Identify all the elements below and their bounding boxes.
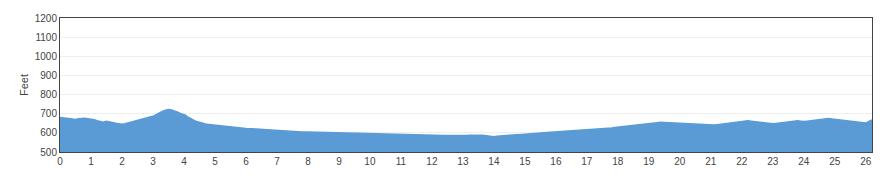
svg-text:9: 9 bbox=[336, 156, 342, 167]
svg-text:11: 11 bbox=[396, 156, 407, 167]
svg-text:16: 16 bbox=[550, 156, 562, 167]
svg-text:6: 6 bbox=[243, 156, 249, 167]
svg-text:800: 800 bbox=[40, 89, 57, 100]
svg-text:1200: 1200 bbox=[35, 13, 58, 24]
svg-text:3: 3 bbox=[150, 156, 156, 167]
svg-text:19: 19 bbox=[643, 156, 655, 167]
svg-text:22: 22 bbox=[736, 156, 748, 167]
svg-text:4: 4 bbox=[181, 156, 187, 167]
svg-text:1000: 1000 bbox=[35, 51, 58, 62]
svg-text:500: 500 bbox=[40, 147, 57, 158]
svg-text:25: 25 bbox=[829, 156, 841, 167]
svg-text:700: 700 bbox=[40, 108, 57, 119]
svg-text:23: 23 bbox=[767, 156, 779, 167]
svg-text:17: 17 bbox=[581, 156, 593, 167]
svg-text:0: 0 bbox=[57, 156, 63, 167]
svg-text:Feet: Feet bbox=[18, 74, 30, 96]
svg-text:10: 10 bbox=[364, 156, 376, 167]
svg-text:5: 5 bbox=[212, 156, 218, 167]
svg-text:13: 13 bbox=[457, 156, 469, 167]
svg-text:26: 26 bbox=[860, 156, 872, 167]
svg-text:12: 12 bbox=[426, 156, 438, 167]
svg-text:1100: 1100 bbox=[35, 32, 57, 43]
svg-text:20: 20 bbox=[674, 156, 686, 167]
svg-text:8: 8 bbox=[305, 156, 311, 167]
svg-text:18: 18 bbox=[612, 156, 624, 167]
svg-text:900: 900 bbox=[40, 70, 57, 81]
svg-text:600: 600 bbox=[40, 127, 57, 138]
svg-text:7: 7 bbox=[274, 156, 280, 167]
svg-text:21: 21 bbox=[705, 156, 717, 167]
svg-text:24: 24 bbox=[798, 156, 810, 167]
svg-text:15: 15 bbox=[519, 156, 531, 167]
svg-text:14: 14 bbox=[488, 156, 500, 167]
svg-text:2: 2 bbox=[119, 156, 125, 167]
svg-text:1: 1 bbox=[88, 156, 94, 167]
